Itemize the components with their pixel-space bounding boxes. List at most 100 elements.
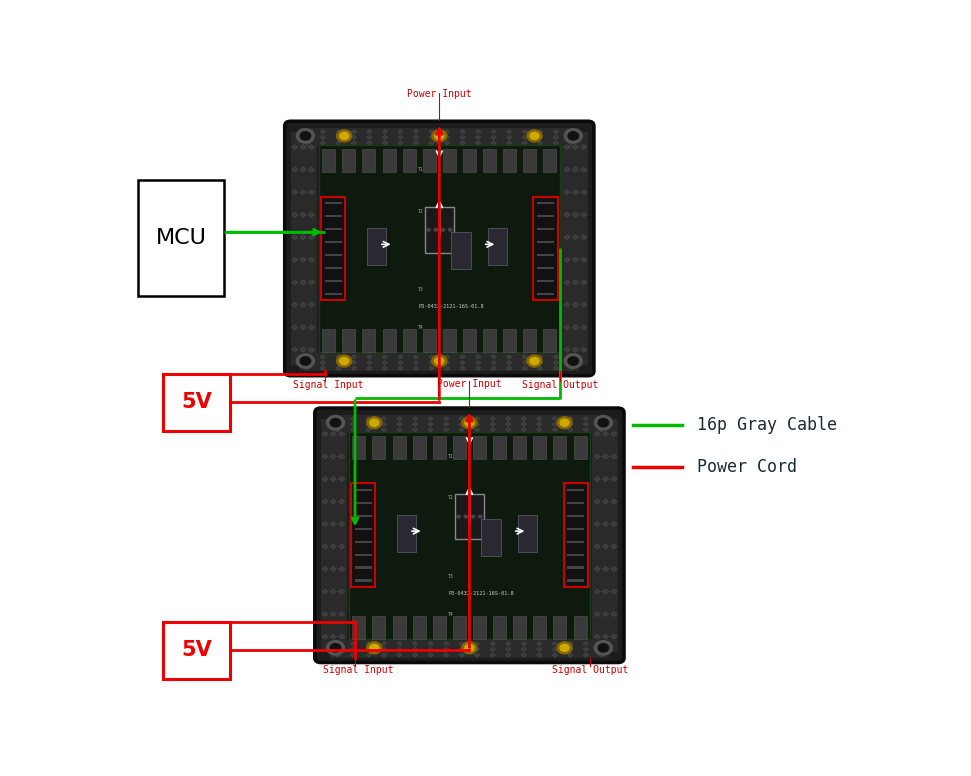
Text: Signal Input: Signal Input <box>293 380 364 390</box>
Polygon shape <box>521 422 526 426</box>
Polygon shape <box>321 454 328 459</box>
Polygon shape <box>584 642 588 646</box>
Circle shape <box>530 133 539 140</box>
Circle shape <box>296 129 315 143</box>
Polygon shape <box>568 647 573 652</box>
Circle shape <box>434 228 437 231</box>
Polygon shape <box>321 431 328 436</box>
Polygon shape <box>309 325 315 330</box>
Polygon shape <box>428 642 433 646</box>
Bar <box>567 489 584 491</box>
Bar <box>537 241 553 243</box>
Circle shape <box>560 419 569 426</box>
Polygon shape <box>602 589 609 594</box>
Polygon shape <box>320 135 325 140</box>
Polygon shape <box>568 422 573 426</box>
Polygon shape <box>339 611 345 617</box>
Polygon shape <box>321 566 328 572</box>
Polygon shape <box>581 257 586 262</box>
Polygon shape <box>507 130 512 134</box>
Polygon shape <box>490 642 495 646</box>
Polygon shape <box>336 130 341 134</box>
Polygon shape <box>414 366 419 370</box>
Polygon shape <box>305 130 310 134</box>
Polygon shape <box>572 279 579 285</box>
Polygon shape <box>491 130 496 134</box>
FancyBboxPatch shape <box>285 121 594 376</box>
Polygon shape <box>611 589 617 594</box>
Polygon shape <box>339 454 345 459</box>
Circle shape <box>527 130 542 142</box>
Polygon shape <box>366 642 371 646</box>
Polygon shape <box>460 130 465 134</box>
Polygon shape <box>429 360 434 365</box>
Bar <box>537 279 553 282</box>
Circle shape <box>564 129 583 143</box>
Bar <box>533 435 547 459</box>
Polygon shape <box>521 642 526 646</box>
Polygon shape <box>602 431 609 436</box>
Circle shape <box>465 644 474 651</box>
Polygon shape <box>572 348 579 352</box>
Polygon shape <box>351 422 355 426</box>
Polygon shape <box>572 167 579 172</box>
Polygon shape <box>291 348 298 352</box>
Polygon shape <box>429 366 434 370</box>
Bar <box>514 435 526 459</box>
Polygon shape <box>336 355 341 359</box>
Polygon shape <box>330 611 337 617</box>
Polygon shape <box>507 360 512 365</box>
Polygon shape <box>594 454 600 459</box>
Polygon shape <box>490 422 495 426</box>
Polygon shape <box>476 135 481 140</box>
Bar <box>354 566 372 569</box>
Text: P3-0432-2121-16S-01.8: P3-0432-2121-16S-01.8 <box>449 591 515 596</box>
Bar <box>503 329 517 352</box>
Bar <box>537 293 553 295</box>
Polygon shape <box>611 499 617 504</box>
Bar <box>443 149 455 171</box>
Polygon shape <box>581 144 586 150</box>
Text: T2: T2 <box>418 209 423 213</box>
Polygon shape <box>300 257 307 262</box>
Polygon shape <box>367 366 372 370</box>
Bar <box>484 149 496 171</box>
Bar <box>537 215 553 217</box>
Polygon shape <box>414 355 419 359</box>
Polygon shape <box>398 141 403 145</box>
Polygon shape <box>564 348 570 352</box>
Bar <box>413 435 425 459</box>
Bar <box>433 616 446 639</box>
Polygon shape <box>611 611 617 617</box>
Polygon shape <box>309 302 315 307</box>
Polygon shape <box>584 653 588 657</box>
Bar <box>324 215 342 217</box>
Text: T4: T4 <box>448 611 453 617</box>
Polygon shape <box>383 135 387 140</box>
Polygon shape <box>339 431 345 436</box>
Polygon shape <box>572 257 579 262</box>
Polygon shape <box>382 417 386 421</box>
Polygon shape <box>602 566 609 572</box>
Circle shape <box>340 358 349 365</box>
Polygon shape <box>445 360 450 365</box>
Polygon shape <box>398 355 403 359</box>
Bar <box>324 241 342 243</box>
Polygon shape <box>537 422 542 426</box>
Circle shape <box>432 355 447 367</box>
Bar <box>163 622 230 679</box>
Polygon shape <box>352 141 356 145</box>
Bar <box>138 180 224 296</box>
Polygon shape <box>564 144 570 150</box>
Polygon shape <box>367 355 372 359</box>
Circle shape <box>471 515 475 518</box>
Polygon shape <box>383 355 387 359</box>
Polygon shape <box>444 428 449 432</box>
Polygon shape <box>336 366 341 370</box>
Polygon shape <box>414 130 419 134</box>
Polygon shape <box>602 544 609 549</box>
Bar <box>523 149 536 171</box>
Polygon shape <box>476 360 481 365</box>
Polygon shape <box>335 647 340 652</box>
Bar <box>537 267 553 269</box>
